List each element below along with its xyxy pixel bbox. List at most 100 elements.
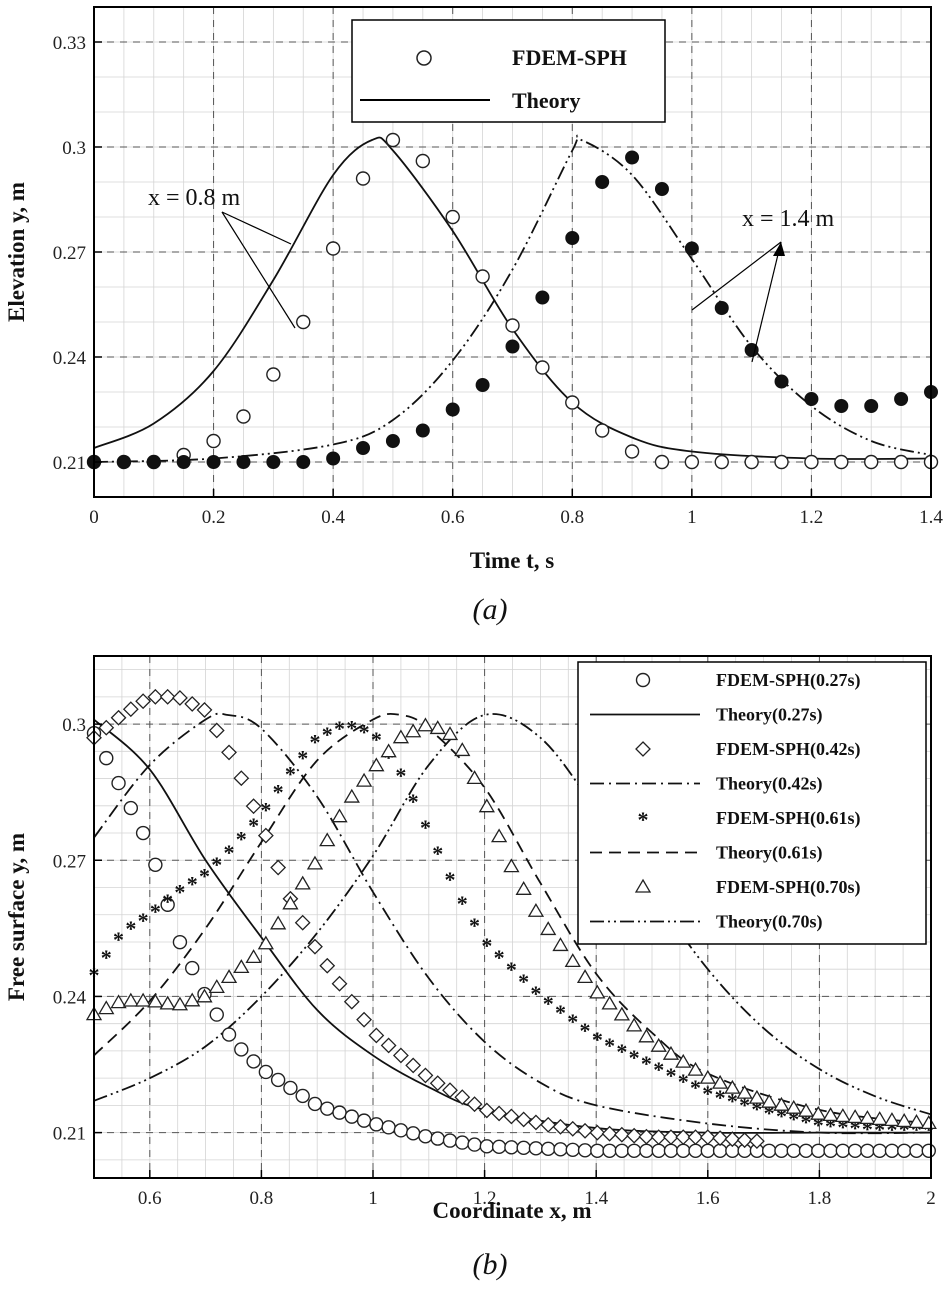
data-point: * [346,715,357,740]
data-point [576,969,594,984]
data-point: * [199,864,210,889]
data-point [325,241,341,256]
y-tick-label: 0.21 [53,1124,86,1145]
data-point [236,455,251,469]
panel-b-tick-labels: 0.6 0.8 1 1.2 1.4 1.6 1.8 2 0.21 0.24 0.27 0.3 [53,715,936,1209]
data-point [872,1143,887,1158]
data-point [441,726,459,741]
data-point: * [162,889,173,914]
x-tick-label: 0.6 [441,507,465,528]
data-point [405,723,422,738]
data-point [761,1093,778,1108]
data-point [675,1129,692,1146]
annotation-x14-leader-2 [751,241,782,363]
data-point [761,1143,777,1158]
series-points-fdem-sph-x-1-4-m [87,150,938,469]
data-point [135,825,151,841]
data-point [626,1143,642,1158]
data-point [626,1017,643,1032]
data-point [270,859,287,876]
data-point [602,1143,617,1158]
legend-swatch-marker [635,741,651,757]
data-point [505,318,520,333]
data-point: * [567,1009,578,1034]
data-point [535,290,550,305]
data-point: * [285,762,296,787]
data-point [246,1054,261,1069]
data-point [908,1114,925,1129]
data-point [785,1099,802,1114]
panel-a: 0 0.2 0.4 0.6 0.8 1 1.2 1.40.210.240.270.30.33 … [4,6,943,626]
data-point [417,717,434,732]
data-point [236,409,251,424]
x-tick-label: 1.6 [696,1188,720,1209]
panel-a-annotations: x = 0.8 m x = 1.4 m [148,185,835,363]
panel-b-x-axis-label: Coordinate x, m [432,1198,591,1223]
data-point [675,1053,692,1068]
x-tick-label: 0.6 [138,1188,162,1209]
legend-label: FDEM-SPH(0.70s) [716,877,860,898]
data-point: * [211,852,222,877]
data-point [712,1130,728,1147]
data-point: * [641,1051,652,1076]
data-point [601,995,618,1010]
data-point [651,1143,666,1158]
data-point: * [530,981,541,1006]
data-point [624,444,640,459]
data-point [405,1057,422,1074]
data-point [294,914,311,931]
data-point [714,454,729,470]
data-point [454,742,471,757]
data-point [864,454,879,470]
data-point [415,423,430,438]
data-point: * [776,1103,787,1128]
legend-theory: Theory [512,88,580,113]
data-point [614,1143,630,1158]
data-point [699,1069,716,1084]
series-line-theory-x-1-4-m [93,134,932,463]
data-point [626,1127,643,1144]
data-point [475,269,490,284]
data-point [296,455,311,469]
data-point [466,1096,483,1113]
data-point [123,800,139,816]
data-point [270,1072,286,1088]
data-point: * [727,1089,738,1114]
data-point [595,175,610,189]
panel-b: *** * * * * * * * * ******** * * * * ********** * * * * * * *… [4,655,937,1281]
panel-b-y-axis-label: Free surface y, m [4,833,29,1001]
data-point [356,1011,372,1028]
data-point: * [224,840,235,865]
data-point [490,828,508,843]
data-point [625,150,640,165]
data-point: * [506,957,517,982]
data-point [257,827,274,844]
data-point [601,1125,618,1142]
data-point: * [138,908,149,933]
series-line-theory-x-0-8-m [93,136,932,460]
y-tick-label: 0.27 [53,243,86,264]
data-point [134,992,152,1007]
panel-a-curves [93,134,932,463]
data-point [822,1107,839,1122]
data-point [392,1047,409,1064]
data-point [116,455,131,469]
data-point: * [543,991,554,1016]
data-point [110,994,127,1009]
data-point [307,938,323,955]
data-point [320,1101,335,1116]
data-point [122,701,139,718]
data-point [797,1102,815,1117]
data-point: * [174,880,185,905]
data-point: * [420,815,431,840]
data-point [724,1079,741,1094]
data-point [638,1128,655,1145]
data-point [774,454,789,470]
data-point [257,935,274,950]
data-point: * [580,1018,591,1043]
data-point [159,688,176,705]
data-point [688,1143,703,1158]
data-point [233,770,250,787]
data-point [221,1027,237,1042]
data-point [654,182,669,196]
